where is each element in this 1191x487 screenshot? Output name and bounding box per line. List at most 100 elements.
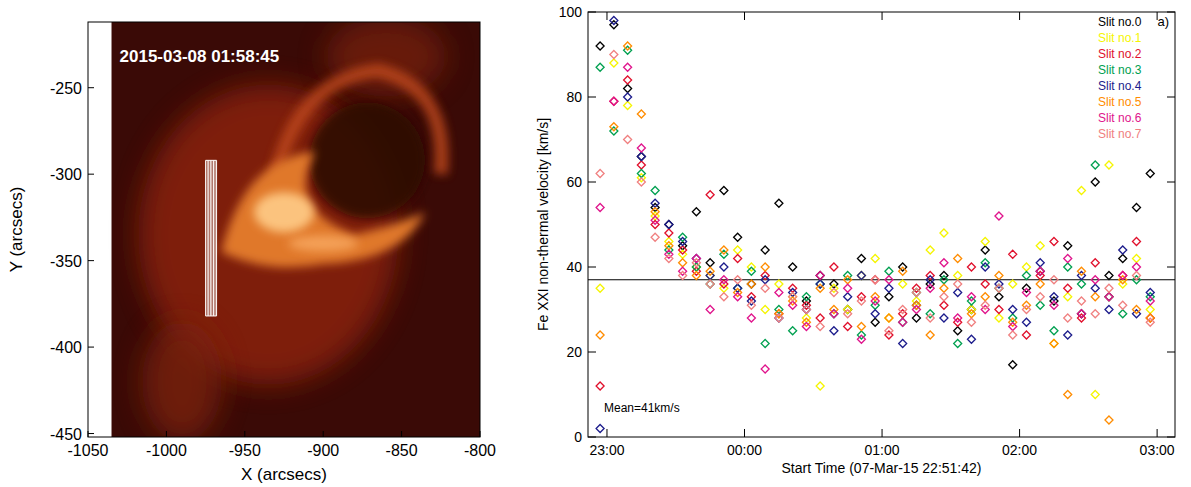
point [624, 102, 632, 110]
tick-label: -250 [50, 80, 82, 97]
tick [588, 437, 596, 438]
point [940, 276, 948, 284]
point [816, 323, 824, 331]
axis-title: Fe XXI non-thermal velocity [km/s] [535, 118, 551, 331]
point [857, 323, 865, 331]
tick [1167, 12, 1175, 13]
slit [211, 160, 212, 316]
point [610, 59, 618, 67]
tick-label: 20 [566, 344, 582, 360]
point [1050, 301, 1058, 309]
point [1091, 178, 1099, 186]
point [981, 263, 989, 271]
point [1119, 255, 1127, 263]
tick-label: -350 [50, 253, 82, 270]
point [1064, 255, 1072, 263]
point [637, 153, 645, 161]
point [954, 280, 962, 288]
tick-label: 01:00 [865, 442, 900, 458]
point [995, 306, 1003, 314]
point [1132, 263, 1140, 271]
point [981, 246, 989, 254]
legend-entry: Slit no.6 [1098, 111, 1142, 125]
point [596, 425, 604, 433]
point [1105, 272, 1113, 280]
point [981, 301, 989, 309]
point [967, 310, 975, 318]
point [954, 340, 962, 348]
point [775, 289, 783, 297]
tick [744, 12, 745, 20]
tick [1167, 437, 1175, 438]
point [981, 238, 989, 246]
point [775, 199, 783, 207]
point [1146, 306, 1154, 314]
image [112, 22, 480, 437]
point [596, 284, 604, 292]
point [665, 221, 673, 229]
point [775, 280, 783, 288]
point [899, 340, 907, 348]
point [720, 293, 728, 301]
point [596, 331, 604, 339]
point [1146, 297, 1154, 305]
point [1146, 318, 1154, 326]
point [1022, 272, 1030, 280]
point [830, 310, 838, 318]
point [1132, 204, 1140, 212]
tick-label: -400 [50, 339, 82, 356]
point [1064, 331, 1072, 339]
point [954, 255, 962, 263]
point [789, 293, 797, 301]
point [1050, 238, 1058, 246]
point [761, 340, 769, 348]
point [885, 267, 893, 275]
point [1105, 284, 1113, 292]
tick [88, 174, 94, 175]
point [1022, 306, 1030, 314]
tick [882, 429, 883, 437]
point [1091, 310, 1099, 318]
point [802, 306, 810, 314]
point [747, 314, 755, 322]
series [596, 59, 1154, 399]
point [857, 297, 865, 305]
point [1105, 293, 1113, 301]
point [1064, 284, 1072, 292]
tick-label: 60 [566, 174, 582, 190]
tick-label: -300 [50, 166, 82, 183]
plot-area [588, 17, 1175, 433]
tick [1167, 97, 1175, 98]
point [954, 314, 962, 322]
axis-title: Start Time (07-Mar-15 22:51:42) [782, 460, 982, 476]
point [624, 42, 632, 50]
point [1036, 259, 1044, 267]
point [940, 284, 948, 292]
point [1036, 293, 1044, 301]
series [596, 17, 1154, 433]
point [1064, 242, 1072, 250]
crescent [221, 152, 425, 268]
tick [588, 182, 596, 183]
point [830, 263, 838, 271]
bright-core [254, 192, 314, 232]
point [706, 191, 714, 199]
point [651, 199, 659, 207]
point [871, 255, 879, 263]
point [1077, 310, 1085, 318]
point [1050, 327, 1058, 335]
point [857, 272, 865, 280]
point [610, 97, 618, 105]
point [789, 301, 797, 309]
point [981, 293, 989, 301]
point [747, 267, 755, 275]
tick [88, 260, 94, 261]
panel-label: a) [1157, 14, 1169, 29]
point [1132, 306, 1140, 314]
point [1119, 246, 1127, 254]
slit [207, 160, 208, 316]
tick [1019, 12, 1020, 20]
point [926, 284, 934, 292]
point [926, 246, 934, 254]
point [912, 289, 920, 297]
